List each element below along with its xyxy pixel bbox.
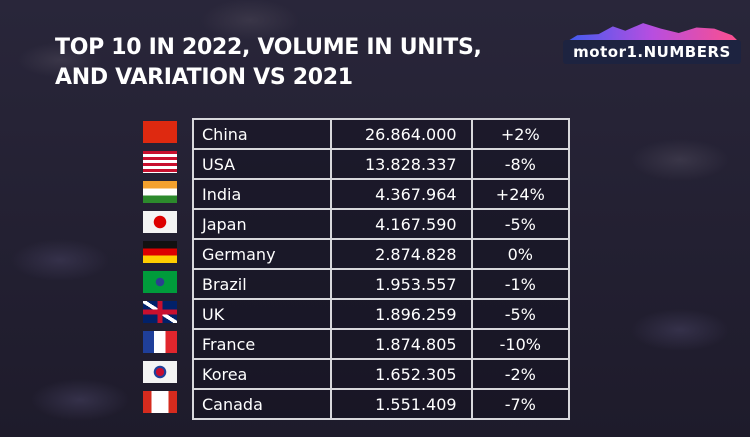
table-row: Korea 1.652.305 -2% [191, 358, 571, 390]
volume-cell: 13.828.337 [330, 148, 473, 180]
canada-flag-icon [143, 391, 177, 413]
usa-flag-icon [143, 151, 177, 173]
country-cell: Germany [191, 238, 333, 270]
table-row: USA 13.828.337 -8% [191, 148, 571, 180]
table-row: Canada 1.551.409 -7% [191, 388, 571, 420]
table-row: Japan 4.167.590 -5% [191, 208, 571, 240]
country-cell: China [191, 118, 333, 150]
brazil-flag-icon [143, 271, 177, 293]
korea-flag-icon [143, 361, 177, 383]
volume-cell: 4.367.964 [330, 178, 473, 210]
table-row: Germany 2.874.828 0% [191, 238, 571, 270]
variation-cell: -1% [470, 268, 571, 300]
volume-cell: 4.167.590 [330, 208, 473, 240]
table-row: China 26.864.000 +2% [191, 118, 571, 150]
country-cell: Korea [191, 358, 333, 390]
volume-cell: 2.874.828 [330, 238, 473, 270]
country-cell: France [191, 328, 333, 360]
country-cell: UK [191, 298, 333, 330]
title-line-2: AND VARIATION VS 2021 [55, 65, 353, 90]
table-row: India 4.367.964 +24% [191, 178, 571, 210]
data-table: China 26.864.000 +2% USA 13.828.337 -8% India 4… [191, 118, 571, 420]
country-cell: Brazil [191, 268, 333, 300]
volume-cell: 26.864.000 [330, 118, 473, 150]
japan-flag-icon [143, 211, 177, 233]
table-row: UK 1.896.259 -5% [191, 298, 571, 330]
variation-cell: -7% [470, 388, 571, 420]
uk-flag-icon [143, 301, 177, 323]
country-cell: USA [191, 148, 333, 180]
logo-text: motor1.NUMBERS [563, 40, 741, 64]
title-line-1: TOP 10 IN 2022, VOLUME IN UNITS, [55, 35, 482, 60]
germany-flag-icon [143, 241, 177, 263]
france-flag-icon [143, 331, 177, 353]
volume-cell: 1.551.409 [330, 388, 473, 420]
volume-cell: 1.874.805 [330, 328, 473, 360]
china-flag-icon [143, 121, 177, 143]
country-cell: Japan [191, 208, 333, 240]
volume-cell: 1.896.259 [330, 298, 473, 330]
variation-cell: -8% [470, 148, 571, 180]
page-title: TOP 10 IN 2022, VOLUME IN UNITS, AND VAR… [55, 33, 482, 93]
variation-cell: -2% [470, 358, 571, 390]
india-flag-icon [143, 181, 177, 203]
table-row: France 1.874.805 -10% [191, 328, 571, 360]
country-cell: Canada [191, 388, 333, 420]
table-row: Brazil 1.953.557 -1% [191, 268, 571, 300]
country-cell: India [191, 178, 333, 210]
motor1-numbers-logo: motor1.NUMBERS [563, 22, 741, 66]
variation-cell: +2% [470, 118, 571, 150]
variation-cell: -5% [470, 298, 571, 330]
volume-cell: 1.652.305 [330, 358, 473, 390]
variation-cell: -5% [470, 208, 571, 240]
variation-cell: 0% [470, 238, 571, 270]
flag-column [143, 121, 177, 421]
variation-cell: +24% [470, 178, 571, 210]
variation-cell: -10% [470, 328, 571, 360]
volume-cell: 1.953.557 [330, 268, 473, 300]
